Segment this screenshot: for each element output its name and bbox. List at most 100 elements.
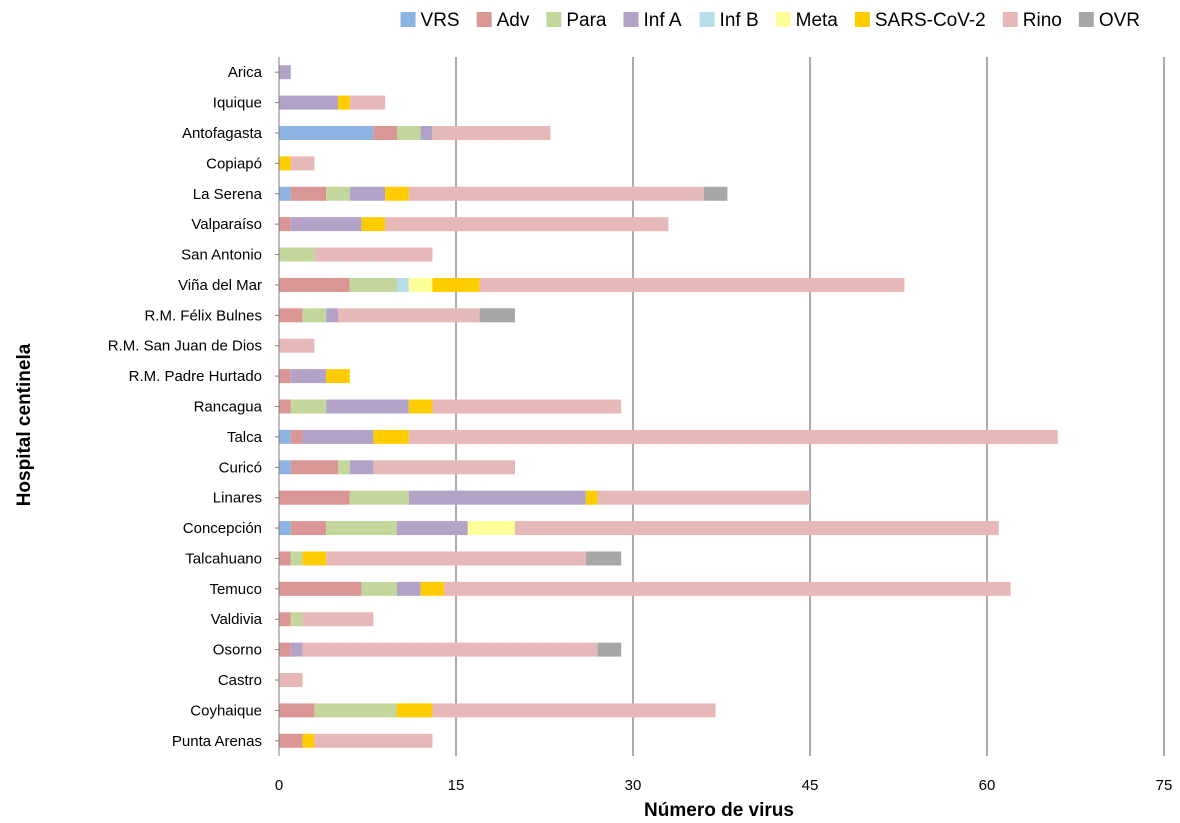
bar-segment [314, 703, 397, 718]
bar-segment [408, 186, 704, 201]
bar-series [279, 65, 1058, 748]
bar-segment [432, 399, 622, 414]
x-tick-label: 15 [448, 777, 465, 794]
bar-segment [290, 186, 327, 201]
bar-segment [432, 125, 551, 140]
bar-segment [349, 460, 374, 475]
bar-segment [385, 217, 669, 232]
bar-segment [279, 581, 362, 596]
category-labels: Arica Iquique Antofagasta Copiapó La Serena V… [108, 64, 279, 750]
category-label: R.M. Padre Hurtado [129, 368, 262, 385]
category-label: Rancagua [194, 399, 263, 416]
bar-segment [302, 429, 374, 444]
bar-segment [279, 369, 291, 384]
bar-segment [432, 277, 480, 292]
bar-segment [338, 95, 350, 110]
bar-segment [479, 308, 515, 323]
bar-segment [585, 490, 598, 505]
bar-segment [279, 642, 291, 657]
legend-label: SARS-CoV-2 [875, 10, 986, 31]
y-axis-title: Hospital centinela [14, 343, 35, 506]
bar-segment [585, 551, 622, 566]
bar-segment [279, 612, 291, 627]
bar-segment [326, 399, 409, 414]
gridlines [455, 57, 1165, 756]
bar-segment [314, 247, 433, 262]
bar-segment [279, 429, 291, 444]
bar-segment [279, 65, 291, 80]
bar-segment [279, 338, 315, 353]
category-label: Valdivia [211, 611, 263, 628]
legend-swatch [546, 12, 562, 27]
category-label: Temuco [209, 581, 262, 598]
category-label: Antofagasta [182, 125, 263, 142]
bar-segment [515, 521, 999, 536]
bar-segment [290, 369, 327, 384]
bar-segment [408, 277, 433, 292]
bar-segment [279, 186, 291, 201]
bar-segment [290, 217, 362, 232]
category-label: San Antonio [181, 247, 262, 264]
bar-segment [290, 156, 315, 171]
bar-segment [279, 247, 315, 262]
bar-segment [397, 581, 421, 596]
bar-segment [420, 125, 433, 140]
bar-segment [420, 581, 445, 596]
bar-segment [314, 733, 433, 748]
x-tick-label: 30 [625, 777, 642, 794]
bar-segment [444, 581, 1011, 596]
bar-segment [349, 277, 397, 292]
legend-label: Inf B [720, 10, 759, 31]
bar-segment [279, 703, 315, 718]
bar-segment [373, 429, 409, 444]
bar-segment [597, 642, 622, 657]
bar-segment [279, 156, 291, 171]
category-label: Iquique [213, 95, 262, 112]
category-label: Osorno [213, 642, 262, 659]
legend-swatch [775, 12, 791, 27]
legend-label: Rino [1023, 10, 1062, 31]
bar-segment [338, 308, 480, 323]
legend-label: OVR [1099, 10, 1140, 31]
legend-swatch [400, 12, 416, 27]
bar-segment [373, 460, 515, 475]
bar-segment [279, 217, 291, 232]
bar-segment [290, 460, 338, 475]
bar-segment [385, 186, 409, 201]
category-label: Coyhaique [190, 702, 262, 719]
bar-segment [326, 369, 350, 384]
category-label: Valparaíso [191, 216, 262, 233]
x-tick-label: 0 [275, 777, 283, 794]
legend-swatch [854, 12, 870, 27]
bar-segment [290, 612, 303, 627]
bar-segment [279, 490, 350, 505]
bar-segment [302, 733, 315, 748]
category-label: Talcahuano [185, 550, 262, 567]
legend-label: Adv [497, 10, 530, 31]
bar-segment [432, 703, 716, 718]
category-label: Viña del Mar [178, 277, 262, 294]
category-label: Castro [218, 672, 262, 689]
bar-segment [349, 490, 409, 505]
bar-segment [290, 551, 303, 566]
legend-swatch [699, 12, 715, 27]
bar-segment [279, 277, 350, 292]
bar-segment [408, 429, 1058, 444]
legend-swatch [476, 12, 492, 27]
category-label: Copiapó [206, 155, 262, 172]
legend-label: VRS [421, 10, 460, 31]
bar-segment [349, 186, 386, 201]
x-tick-labels: 0 15 30 45 60 75 [275, 777, 1173, 794]
bar-segment [326, 521, 397, 536]
bar-segment [703, 186, 728, 201]
category-label: Concepción [183, 520, 262, 537]
category-label: Arica [228, 64, 263, 81]
bar-segment [373, 125, 397, 140]
category-label: Curicó [219, 459, 262, 476]
bar-segment [338, 460, 350, 475]
bar-segment [279, 551, 291, 566]
bar-segment [302, 308, 327, 323]
bar-segment [326, 551, 586, 566]
bar-segment [290, 429, 303, 444]
